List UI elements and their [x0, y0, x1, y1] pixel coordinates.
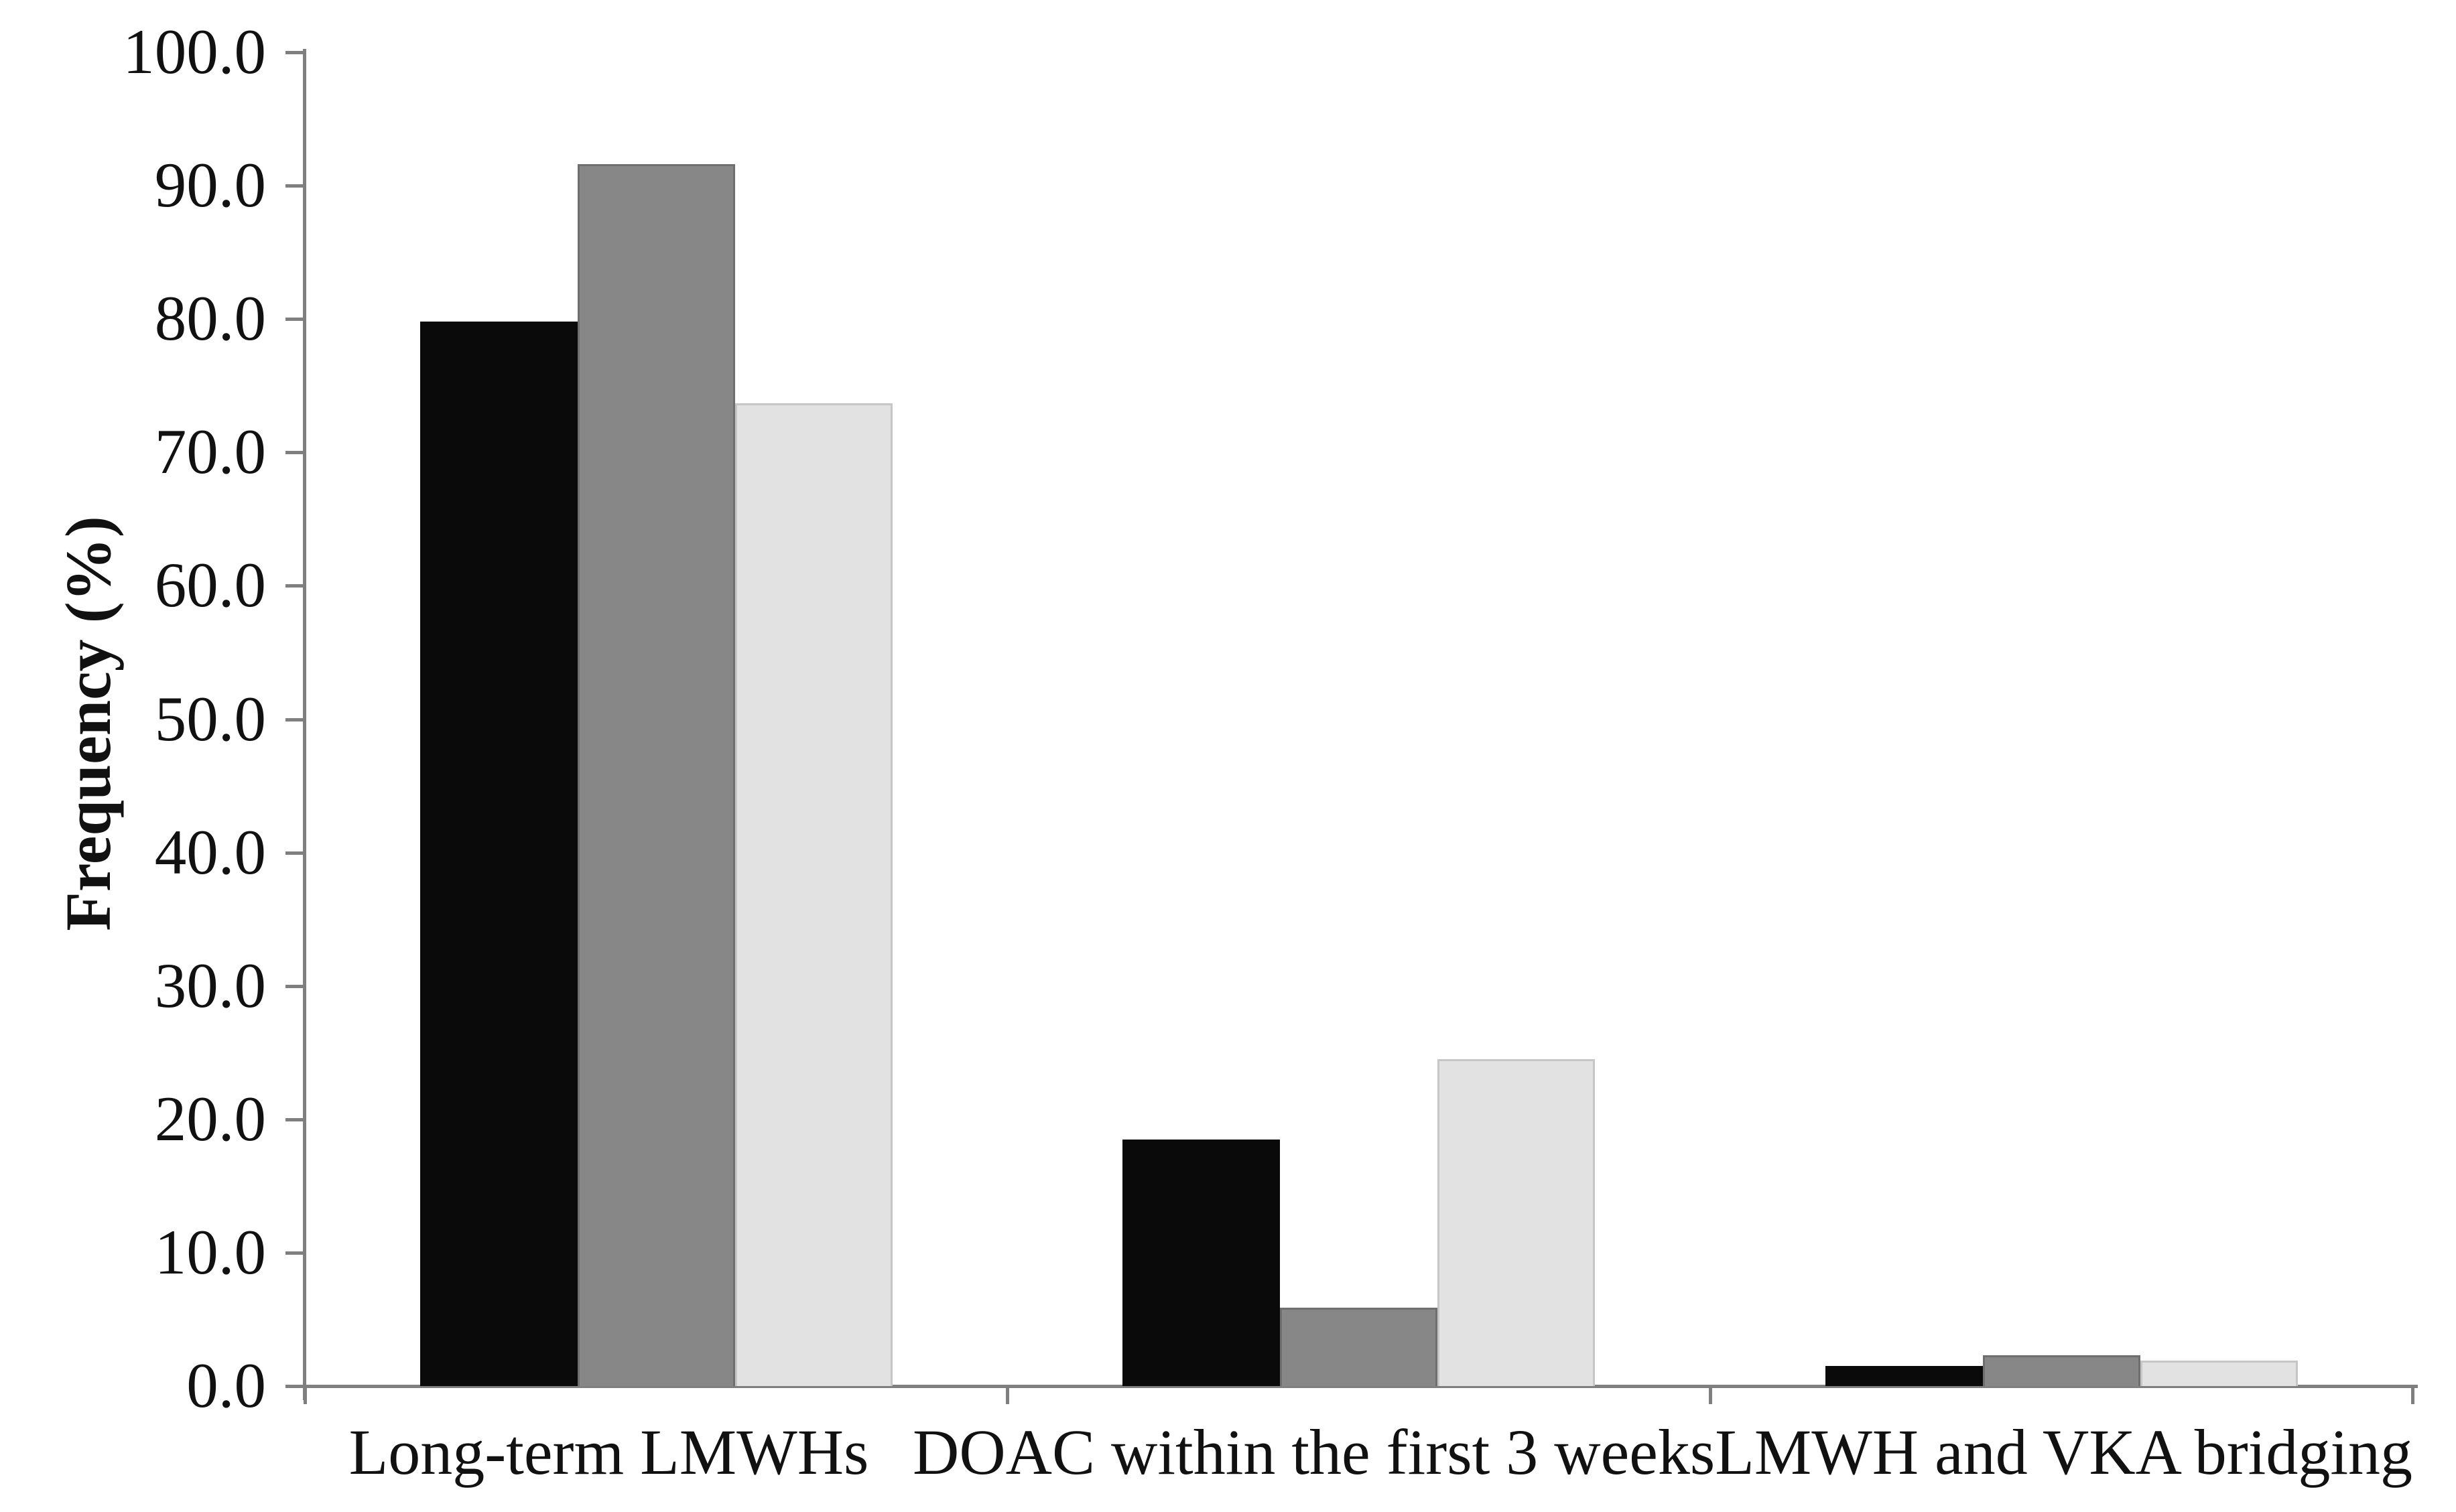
y-axis-line: [303, 49, 306, 1400]
bar-black: [1122, 1140, 1280, 1386]
y-axis-tick-label: 40.0: [154, 816, 266, 888]
x-axis-tick: [1006, 1388, 1009, 1404]
x-axis-tick: [2411, 1388, 2414, 1404]
bar-black: [419, 322, 578, 1386]
bar-gray: [1279, 1308, 1437, 1386]
y-axis-tick: [285, 1117, 303, 1121]
x-axis-tick: [1709, 1388, 1712, 1404]
y-axis-tick: [285, 1385, 303, 1388]
y-axis-tick-label: 50.0: [154, 683, 266, 754]
x-axis-line: [302, 1385, 2418, 1388]
y-axis-tick-label: 20.0: [154, 1083, 266, 1154]
y-axis-tick: [285, 851, 303, 855]
bar-light-gray: [734, 403, 893, 1386]
bar-black: [1825, 1366, 1983, 1386]
y-axis-tick: [285, 51, 303, 54]
bar-cluster: [1007, 52, 1709, 1386]
y-axis-tick: [285, 584, 303, 588]
y-axis-tick-label: 0.0: [186, 1350, 266, 1421]
bar-cluster: [305, 52, 1007, 1386]
category-label: LMWH and VKA bridging: [1715, 1416, 2412, 1488]
y-axis-tick: [285, 451, 303, 455]
y-axis-tick-label: 100.0: [123, 16, 266, 87]
category-label: DOAC within the first 3 weeks: [913, 1416, 1716, 1488]
x-axis-tick: [304, 1388, 307, 1404]
y-axis-tick-label: 70.0: [154, 416, 266, 488]
bar-cluster: [1710, 52, 2412, 1386]
bar-gray: [577, 164, 735, 1386]
bar-gray: [1982, 1355, 2140, 1386]
y-axis-tick: [285, 318, 303, 322]
y-axis-tick-label: 80.0: [154, 283, 266, 354]
y-axis-tick-label: 90.0: [154, 149, 266, 221]
y-axis-tick-label: 10.0: [154, 1216, 266, 1288]
bar-light-gray: [1437, 1059, 1595, 1386]
bar-light-gray: [2140, 1361, 2298, 1386]
y-axis-tick: [285, 984, 303, 988]
y-axis-tick: [285, 717, 303, 721]
y-axis-tick: [285, 184, 303, 188]
plot-area: 0.0 10.0 20.0 30.0 40.0 50.0 60.0 70.0 80.0 90.0 1…: [123, 20, 2418, 1418]
y-axis-tick: [285, 1251, 303, 1255]
category-label: Long-term LMWHs: [348, 1416, 869, 1488]
y-axis-tick-label: 30.0: [154, 949, 266, 1021]
x-axis-category-labels: Long-term LMWHs DOAC within the first 3 w…: [305, 1405, 2412, 1499]
y-axis-tick-label: 60.0: [154, 549, 266, 621]
